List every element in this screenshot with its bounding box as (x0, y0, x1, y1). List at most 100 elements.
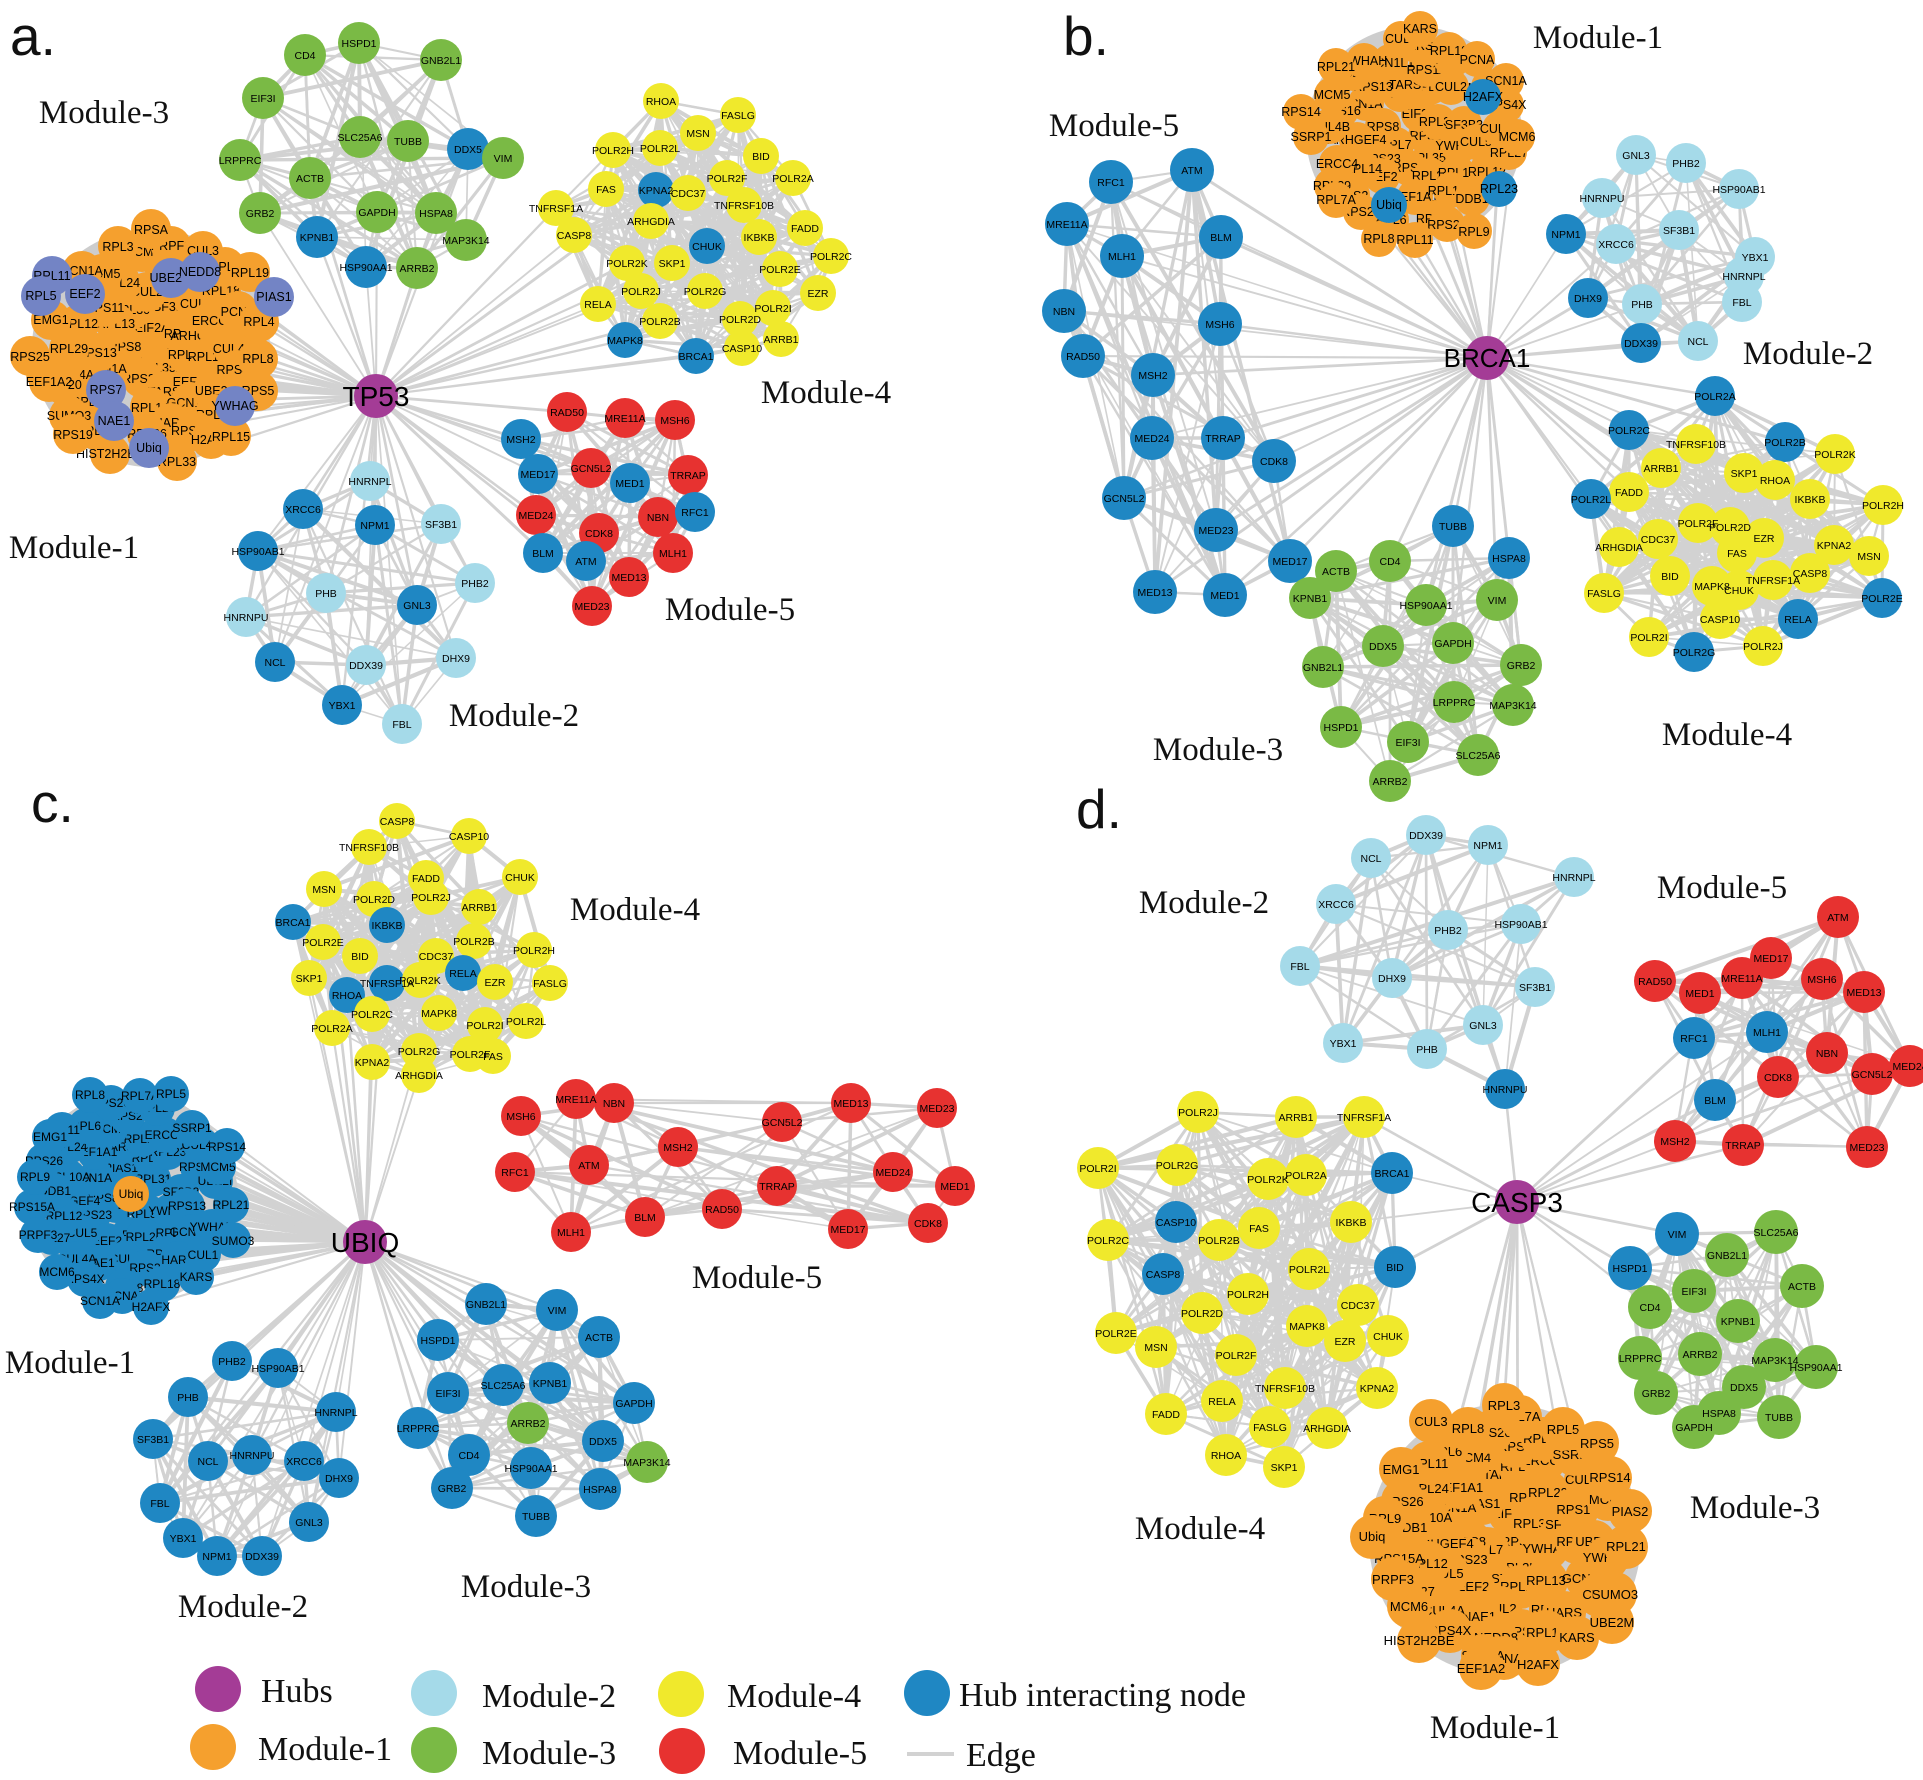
svg-text:RPSA: RPSA (134, 223, 169, 237)
svg-text:POLR2H: POLR2H (1227, 1289, 1269, 1301)
svg-text:ARHGDIA: ARHGDIA (627, 216, 675, 228)
svg-text:RPL15: RPL15 (212, 430, 250, 444)
svg-text:SF3B1: SF3B1 (1663, 225, 1695, 237)
svg-text:POLR2F: POLR2F (1216, 1350, 1257, 1362)
svg-text:HNRNPL: HNRNPL (314, 1407, 357, 1419)
svg-text:Module-5: Module-5 (1657, 870, 1787, 906)
svg-text:CUL2: CUL2 (1435, 80, 1467, 94)
svg-text:Module-3: Module-3 (1690, 1490, 1820, 1526)
svg-text:HSP90AA1: HSP90AA1 (1789, 1362, 1842, 1374)
svg-text:KARS: KARS (180, 1270, 213, 1284)
svg-text:HSPA8: HSPA8 (419, 208, 453, 220)
svg-text:MED1: MED1 (615, 478, 644, 490)
svg-text:CDK8: CDK8 (585, 528, 613, 540)
svg-text:GCN5L2: GCN5L2 (571, 463, 612, 475)
svg-text:ARRB2: ARRB2 (1682, 1349, 1717, 1361)
svg-text:MED17: MED17 (1272, 556, 1307, 568)
svg-text:RPL9: RPL9 (20, 1170, 50, 1184)
svg-text:MED23: MED23 (1198, 525, 1233, 537)
svg-text:MED17: MED17 (830, 1224, 865, 1236)
svg-text:GAPDH: GAPDH (615, 1398, 652, 1410)
svg-text:KPNA2: KPNA2 (639, 185, 674, 197)
svg-text:MED1: MED1 (1685, 988, 1714, 1000)
svg-text:TNFRSF1A: TNFRSF1A (360, 978, 414, 990)
svg-text:GNB2L1: GNB2L1 (1303, 662, 1343, 674)
svg-text:HNRNPL: HNRNPL (1722, 271, 1765, 283)
svg-text:Module-3: Module-3 (482, 1735, 616, 1772)
svg-text:IKBKB: IKBKB (744, 232, 775, 244)
svg-text:KPNB1: KPNB1 (1293, 593, 1328, 605)
svg-text:TUBB: TUBB (522, 1511, 550, 1523)
svg-text:FADD: FADD (791, 223, 819, 235)
svg-text:PIAS2: PIAS2 (1612, 1504, 1649, 1519)
svg-text:SCN1A: SCN1A (80, 1294, 120, 1308)
svg-text:KARS: KARS (1403, 22, 1437, 36)
svg-text:MED13: MED13 (611, 572, 646, 584)
svg-text:RPL23: RPL23 (1528, 1485, 1568, 1500)
svg-text:Module-5: Module-5 (1049, 108, 1179, 144)
svg-text:PHB2: PHB2 (1672, 158, 1700, 170)
svg-text:POLR2D: POLR2D (1709, 522, 1751, 534)
svg-text:POLR2J: POLR2J (411, 892, 451, 904)
svg-text:TUBB: TUBB (1439, 521, 1467, 533)
svg-text:ATM: ATM (578, 1160, 599, 1172)
svg-text:RFC1: RFC1 (501, 1167, 529, 1179)
svg-text:POLR2H: POLR2H (592, 145, 634, 157)
svg-text:CD4: CD4 (1639, 1302, 1660, 1314)
svg-text:LRPPRC: LRPPRC (219, 155, 262, 167)
svg-text:GCN5L2: GCN5L2 (762, 1117, 803, 1129)
svg-text:RPS14: RPS14 (208, 1140, 246, 1154)
svg-text:GNB2L1: GNB2L1 (421, 55, 461, 67)
svg-text:POLR2E: POLR2E (1095, 1328, 1136, 1340)
svg-text:ARRB1: ARRB1 (461, 902, 496, 914)
svg-text:LRPPRC: LRPPRC (397, 1423, 440, 1435)
svg-text:NCL: NCL (197, 1456, 218, 1468)
svg-text:RAD50: RAD50 (550, 407, 584, 419)
svg-text:DHX9: DHX9 (325, 1473, 353, 1485)
svg-text:RPL29: RPL29 (50, 342, 88, 356)
svg-text:NBN: NBN (603, 1098, 625, 1110)
svg-text:ARRB2: ARRB2 (399, 263, 434, 275)
svg-text:NPM1: NPM1 (360, 520, 389, 532)
svg-text:TNFRSF10B: TNFRSF10B (339, 842, 399, 854)
svg-text:EMG1: EMG1 (33, 1130, 67, 1144)
svg-text:Module-1: Module-1 (5, 1345, 135, 1381)
svg-text:MAPK8: MAPK8 (1694, 581, 1730, 593)
svg-text:MSH6: MSH6 (506, 1111, 535, 1123)
svg-text:GCN5L2: GCN5L2 (1104, 493, 1145, 505)
svg-text:RAD50: RAD50 (1638, 976, 1672, 988)
svg-text:HNRNPU: HNRNPU (1580, 193, 1625, 205)
svg-text:CDK8: CDK8 (914, 1218, 942, 1230)
svg-text:TNFRSF1A: TNFRSF1A (1746, 575, 1800, 587)
svg-text:RPL13: RPL13 (1526, 1573, 1566, 1588)
svg-text:TRRAP: TRRAP (1725, 1140, 1761, 1152)
svg-text:SSRP1: SSRP1 (1291, 130, 1332, 144)
svg-text:GAPDH: GAPDH (1434, 638, 1471, 650)
svg-text:ARHGDIA: ARHGDIA (395, 1070, 443, 1082)
svg-text:VIM: VIM (494, 153, 513, 165)
svg-text:FASLG: FASLG (721, 110, 755, 122)
svg-text:FBL: FBL (1732, 297, 1751, 309)
svg-text:NEDD8: NEDD8 (179, 265, 221, 279)
svg-text:YBX1: YBX1 (1330, 1038, 1357, 1050)
svg-text:YBX1: YBX1 (1742, 252, 1769, 264)
svg-text:Module-2: Module-2 (449, 698, 579, 734)
svg-text:Module-4: Module-4 (1662, 717, 1792, 753)
svg-text:CDC37: CDC37 (1341, 1300, 1376, 1312)
svg-text:MED24: MED24 (875, 1167, 910, 1179)
svg-text:ACTB: ACTB (585, 1332, 613, 1344)
svg-text:IKBKB: IKBKB (1795, 494, 1826, 506)
svg-text:ARRB1: ARRB1 (1643, 463, 1678, 475)
svg-text:FASLG: FASLG (1253, 1422, 1287, 1434)
svg-text:IKBKB: IKBKB (372, 920, 403, 932)
svg-text:POLR2B: POLR2B (639, 316, 680, 328)
svg-text:EIF3I: EIF3I (250, 93, 275, 105)
svg-text:MCM6: MCM6 (39, 1265, 75, 1279)
svg-text:GNL3: GNL3 (403, 600, 431, 612)
svg-text:HSP90AB1: HSP90AB1 (251, 1363, 304, 1375)
svg-text:MSN: MSN (1144, 1342, 1167, 1354)
svg-text:Module-1: Module-1 (1533, 20, 1663, 56)
svg-text:TNFRSF1A: TNFRSF1A (529, 203, 583, 215)
svg-text:RHOA: RHOA (1760, 475, 1790, 487)
svg-text:BRCA1: BRCA1 (275, 917, 310, 929)
